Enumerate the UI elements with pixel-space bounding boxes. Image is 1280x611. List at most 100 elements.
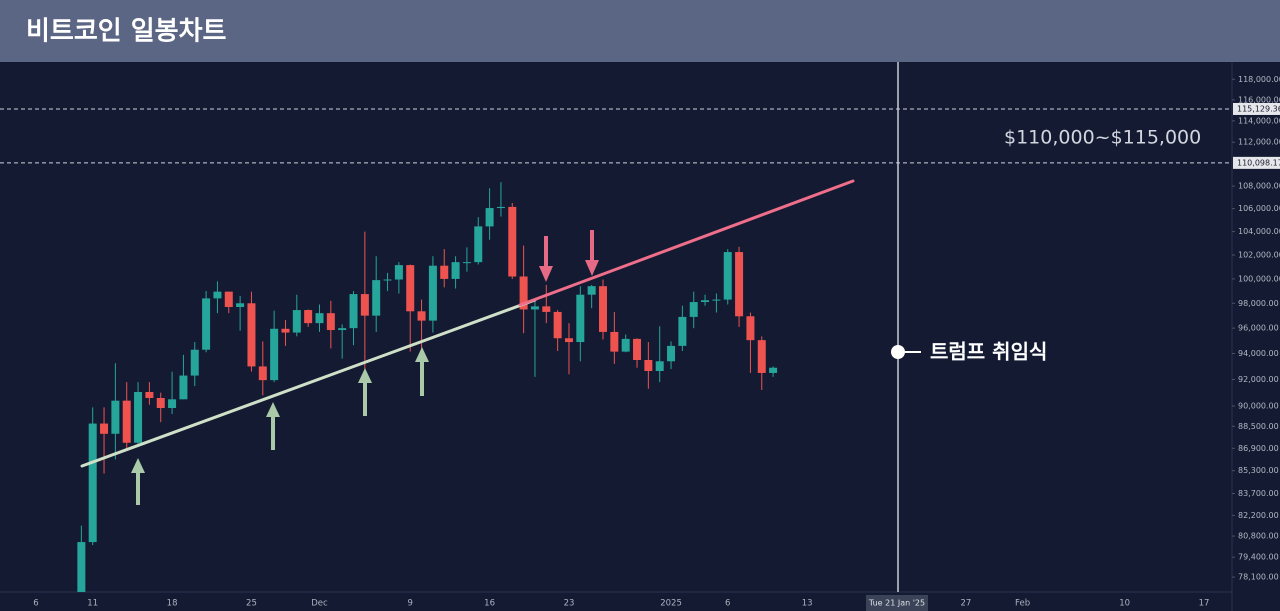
- y-tick-label: 108,000.00: [1238, 182, 1280, 191]
- candle-body: [757, 340, 766, 373]
- candle-body: [394, 265, 403, 280]
- candle-body: [304, 310, 313, 324]
- candle-body: [111, 400, 120, 434]
- candle-body: [179, 375, 188, 400]
- resistance-trendline: [518, 179, 855, 307]
- x-tick-label: 17: [1199, 599, 1210, 609]
- candle-body: [145, 392, 154, 398]
- y-tick-label: 104,000.00: [1238, 227, 1280, 236]
- down-arrow: [585, 230, 599, 276]
- candle-body: [190, 349, 199, 376]
- candle-body: [769, 367, 778, 373]
- candle-body: [542, 306, 551, 312]
- y-tick-label: 78,100.00: [1238, 573, 1279, 582]
- candle-body: [292, 310, 301, 333]
- candle-body: [281, 328, 290, 333]
- level-label: 115,129.36: [1237, 104, 1280, 113]
- candle-body: [224, 291, 233, 307]
- candle-body: [88, 423, 97, 543]
- candle-body: [462, 262, 471, 264]
- down-arrows: [539, 230, 599, 282]
- candle-body: [530, 306, 539, 310]
- candle-body: [417, 311, 426, 321]
- candle-body: [428, 265, 437, 321]
- x-tick-label: 18: [167, 599, 178, 609]
- candles: [77, 182, 778, 592]
- candle-body: [496, 206, 505, 209]
- plot-background: [0, 62, 1280, 611]
- x-tick-label: 10: [1119, 599, 1130, 609]
- candle-body: [689, 302, 698, 317]
- y-tick-label: 85,300.00: [1238, 466, 1279, 475]
- y-tick-label: 88,500.00: [1238, 422, 1279, 431]
- y-tick-label: 79,400.00: [1238, 553, 1279, 562]
- y-tick-label: 94,000.00: [1238, 349, 1279, 358]
- y-tick-label: 98,000.00: [1238, 299, 1279, 308]
- range-label: $110,000~$115,000: [1004, 127, 1201, 149]
- candle-body: [564, 338, 573, 343]
- candle-body: [338, 328, 347, 331]
- candle-body: [258, 366, 267, 381]
- candle-body: [723, 252, 732, 300]
- candle-body: [360, 294, 369, 316]
- x-tick-label: 23: [564, 599, 575, 609]
- candle-body: [236, 303, 245, 307]
- y-tick-label: 92,000.00: [1238, 375, 1279, 384]
- x-tick-label: 13: [802, 599, 813, 609]
- candle-body: [372, 280, 381, 316]
- header-bar: [0, 0, 1280, 62]
- candle-body: [701, 300, 710, 303]
- candle-body: [576, 294, 585, 343]
- x-tick-label: Dec: [311, 599, 328, 609]
- up-arrow: [131, 458, 145, 505]
- candle-body: [451, 262, 460, 279]
- x-tick-label: 25: [246, 599, 257, 609]
- candle-body: [326, 313, 335, 331]
- level-label: 110,098.17: [1237, 158, 1280, 167]
- candle-body: [100, 423, 109, 434]
- y-tick-label: 86,900.00: [1238, 444, 1279, 453]
- candle-body: [134, 392, 143, 443]
- y-tick-label: 112,000.00: [1238, 138, 1280, 147]
- y-tick-label: 100,000.00: [1238, 274, 1280, 283]
- candle-body: [122, 400, 131, 443]
- candle-body: [746, 316, 755, 341]
- y-tick-label: 90,000.00: [1238, 402, 1279, 411]
- candle-body: [440, 265, 449, 279]
- x-tick-label: 6: [725, 599, 730, 609]
- x-tick-label: 16: [484, 599, 495, 609]
- y-tick-label: 83,700.00: [1238, 489, 1279, 498]
- candle-body: [485, 208, 494, 227]
- crosshair-label: Tue 21 Jan '25: [868, 599, 925, 608]
- candle-body: [202, 298, 211, 350]
- up-arrow: [358, 368, 372, 416]
- y-tick-label: 118,000.00: [1238, 75, 1280, 84]
- candle-body: [519, 276, 528, 310]
- candle-body: [599, 286, 607, 332]
- y-tick-label: 82,200.00: [1238, 511, 1279, 520]
- candle-body: [383, 279, 392, 281]
- down-arrow: [539, 236, 553, 282]
- candle-body: [474, 226, 483, 263]
- candle-body: [587, 286, 596, 295]
- price-levels: [0, 108, 1232, 164]
- candle-body: [168, 399, 177, 409]
- candle-body: [270, 328, 279, 381]
- support-trendline: [80, 298, 537, 468]
- candle-body: [712, 299, 721, 301]
- up-arrow: [266, 402, 280, 450]
- x-tick-label: 9: [408, 599, 413, 609]
- level-label-box: [1233, 156, 1280, 169]
- level-label-box: [1233, 102, 1280, 115]
- x-tick-label: 6: [33, 599, 38, 609]
- candle-body: [247, 303, 256, 367]
- y-tick-label: 116,000.00: [1238, 95, 1280, 104]
- candle-body: [77, 542, 86, 592]
- candle-body: [633, 338, 642, 360]
- up-arrow: [415, 347, 429, 396]
- y-tick-label: 80,800.00: [1238, 532, 1279, 541]
- up-arrows: [131, 347, 429, 505]
- candle-body: [610, 331, 619, 352]
- candle-body: [621, 338, 630, 352]
